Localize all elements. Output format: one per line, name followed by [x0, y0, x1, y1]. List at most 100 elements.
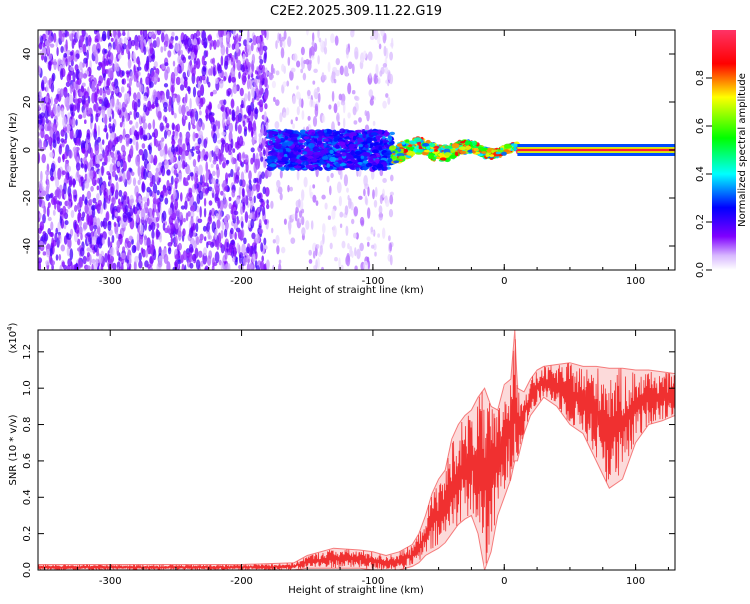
heatmap-cell [331, 121, 335, 133]
heatmap-cell [318, 37, 322, 43]
heatmap-cell [52, 131, 57, 144]
heatmap-cell [175, 146, 179, 152]
heatmap-cell [282, 112, 287, 118]
heatmap-cell [244, 93, 248, 102]
heatmap-cell [140, 247, 144, 254]
heatmap-cell [192, 124, 196, 130]
heatmap-cell [178, 155, 181, 162]
heatmap-cell [75, 224, 80, 234]
heatmap-cell [451, 143, 460, 149]
heatmap-cell [209, 114, 214, 122]
heatmap-cell [179, 132, 183, 144]
heatmap-cell [149, 189, 153, 197]
heatmap-cell [44, 134, 49, 141]
heatmap-cell [138, 195, 142, 204]
heatmap-cell [240, 206, 244, 215]
heatmap-cell [216, 39, 220, 48]
heatmap-cell [221, 131, 226, 136]
heatmap-cell [206, 255, 212, 266]
heatmap-cell [163, 101, 168, 109]
heatmap-cell [315, 259, 318, 270]
heatmap-cell [39, 89, 42, 100]
heatmap-cell [184, 264, 187, 270]
heatmap-cell [324, 37, 327, 47]
heatmap-cell [339, 133, 344, 137]
heatmap-cell [201, 30, 207, 42]
heatmap-cell [296, 144, 300, 148]
heatmap-cell [295, 91, 301, 100]
heatmap-cell [152, 208, 155, 219]
heatmap-cell [314, 103, 318, 112]
heatmap-cell [295, 206, 299, 214]
heatmap-cell [319, 40, 325, 48]
heatmap-cell [465, 145, 471, 150]
heatmap-cell [156, 36, 160, 48]
heatmap-cell [71, 85, 75, 93]
heatmap-cell [111, 170, 116, 178]
heatmap-cell [298, 210, 303, 218]
heatmap-cell [259, 260, 265, 270]
heatmap-cell [170, 213, 176, 219]
heatmap-cell [50, 175, 55, 181]
heatmap-cell [142, 196, 147, 202]
heatmap-cell [45, 169, 50, 176]
heatmap-cell [313, 152, 321, 155]
heatmap-cell [173, 112, 177, 119]
heatmap-cell [279, 138, 286, 143]
heatmap-cell [142, 134, 148, 140]
heatmap-cell [178, 224, 182, 234]
heatmap-cell [95, 252, 100, 257]
heatmap-cell [79, 247, 85, 257]
heatmap-cell [169, 42, 173, 48]
heatmap-cell [148, 224, 152, 232]
heatmap-cell [228, 243, 233, 253]
heatmap-cell [149, 255, 155, 264]
heatmap-cell [44, 109, 49, 120]
heatmap-cell [389, 194, 394, 205]
heatmap-cell [242, 152, 245, 159]
heatmap-cell [293, 147, 298, 152]
heatmap-cell [138, 149, 144, 156]
heatmap-cell [228, 173, 231, 178]
heatmap-cell [224, 142, 230, 153]
heatmap-cell [49, 151, 54, 158]
heatmap-cell [287, 56, 291, 66]
heatmap-cell [50, 192, 54, 198]
heatmap-cell [275, 70, 280, 76]
heatmap-cell [109, 246, 115, 257]
heatmap-cell [228, 75, 232, 83]
heatmap-cell [317, 92, 321, 103]
heatmap-cell [171, 31, 175, 37]
heatmap-cell [80, 175, 84, 188]
heatmap-cell [81, 211, 86, 218]
heatmap-cell [45, 244, 51, 249]
heatmap-cell [246, 262, 251, 270]
heatmap-cell [385, 199, 390, 208]
heatmap-cell [41, 153, 46, 164]
heatmap-cell [127, 252, 130, 261]
heatmap-cell [280, 47, 285, 59]
heatmap-cell [105, 60, 109, 66]
heatmap-cell [195, 110, 199, 122]
heatmap-cell [180, 205, 186, 210]
heatmap-cell [195, 259, 201, 270]
heatmap-cell [43, 34, 47, 40]
heatmap-cell [374, 251, 377, 257]
heatmap-cell [92, 215, 97, 225]
heatmap-cell [302, 151, 308, 155]
heatmap-cell [210, 91, 214, 97]
heatmap-cell [368, 72, 372, 79]
heatmap-cell [205, 161, 208, 173]
heatmap-cell [241, 75, 246, 86]
heatmap-cell [350, 30, 355, 38]
heatmap-cell [38, 139, 43, 150]
heatmap-cell [191, 253, 197, 262]
heatmap-cell [296, 60, 301, 68]
heatmap-cell [327, 141, 332, 145]
heatmap-cell [61, 261, 65, 268]
heatmap-cell [211, 207, 215, 217]
heatmap-cell [199, 110, 202, 116]
heatmap-cell [279, 39, 283, 48]
heatmap-cell [49, 43, 55, 48]
heatmap-cell [238, 135, 244, 147]
